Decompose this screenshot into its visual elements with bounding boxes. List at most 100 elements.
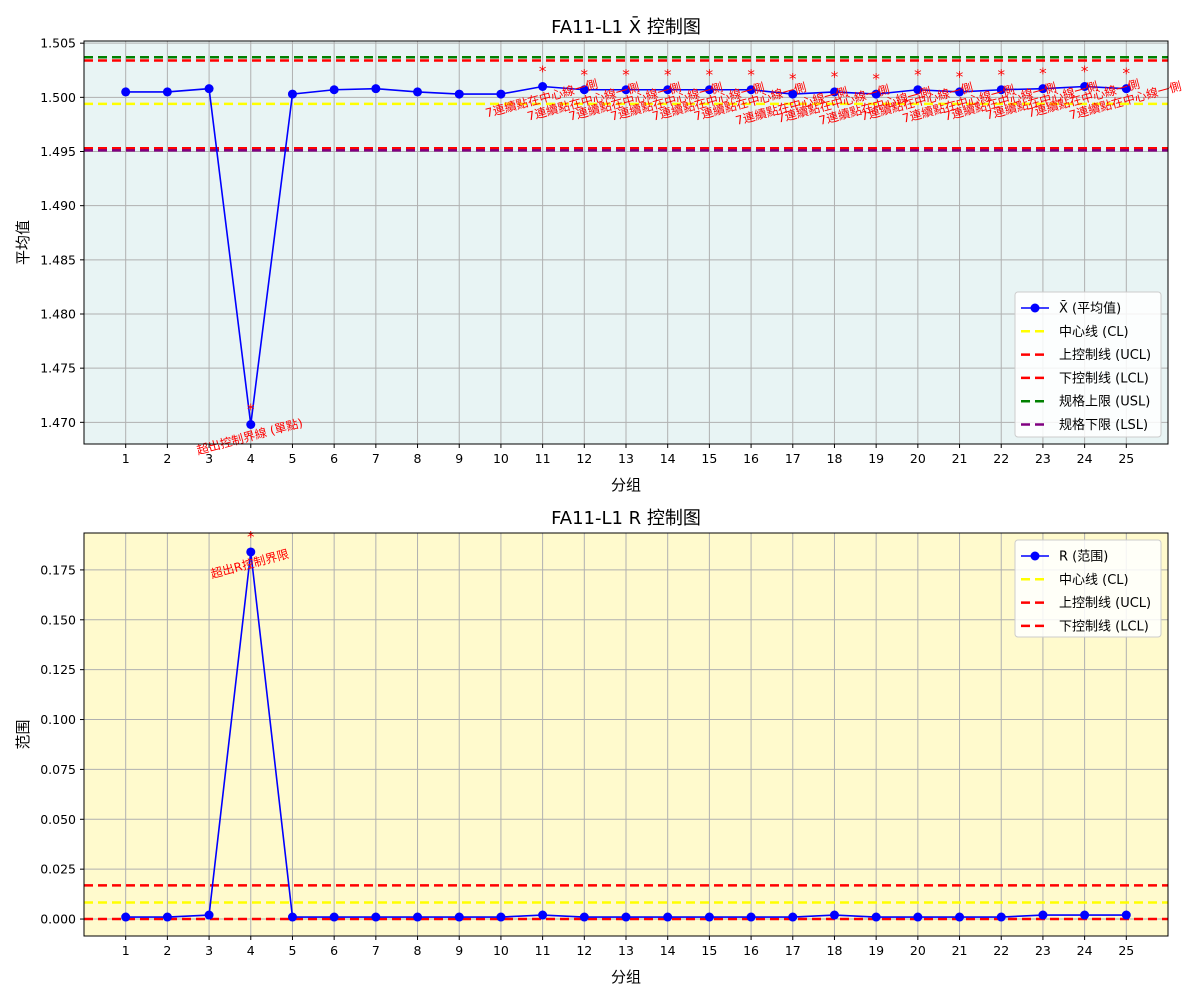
data-point [579,912,589,922]
x-tick-label: 4 [247,451,255,466]
x-tick-label: 4 [247,943,255,958]
data-point [663,912,673,922]
x-tick-label: 23 [1035,943,1051,958]
x-tick-label: 2 [163,451,171,466]
y-axis-label: 平均值 [14,220,32,265]
x-tick-label: 24 [1077,943,1093,958]
data-point [496,912,506,922]
x-tick-label: 19 [868,451,884,466]
x-tick-label: 17 [785,943,801,958]
x-tick-label: 23 [1035,451,1051,466]
annotation-marker: * [1123,65,1131,83]
annotation-marker: * [997,66,1005,84]
x-tick-label: 18 [827,943,843,958]
y-tick-label: 1.500 [40,90,76,105]
annotation-marker: * [581,66,589,84]
x-tick-label: 24 [1077,451,1093,466]
data-point [955,87,965,97]
annotation-marker: * [831,68,839,86]
x-tick-label: 21 [952,943,968,958]
data-point [621,912,631,922]
y-tick-label: 0.025 [40,862,76,877]
x-tick-label: 14 [660,943,676,958]
legend-label: 下控制线 (LCL) [1059,371,1149,386]
y-tick-label: 0.100 [40,712,76,727]
annotation-marker: * [706,66,714,84]
annotation-marker: * [539,63,547,81]
data-point [413,87,423,97]
x-tick-label: 10 [493,451,509,466]
x-tick-label: 15 [701,451,717,466]
data-point [579,85,589,95]
x-tick-label: 16 [743,451,759,466]
data-point [204,910,214,920]
grid-lines [84,533,1168,936]
data-point [371,912,381,922]
data-point [287,912,297,922]
x-tick-label: 22 [993,451,1009,466]
data-point [913,912,923,922]
data-point [121,87,131,97]
legend: R (范围) 中心线 (CL) 上控制线 (UCL) 下控制线 (LCL) [1014,539,1162,638]
data-point [1121,910,1131,920]
data-point [413,912,423,922]
x-tick-label: 11 [535,943,551,958]
data-point [204,84,214,94]
legend-box [1014,291,1162,438]
data-point [371,84,381,94]
data-point [663,85,673,95]
legend-label: R (范围) [1059,550,1108,565]
data-point [996,85,1006,95]
x-tick-label: 5 [288,451,296,466]
y-tick-label: 1.480 [40,307,76,322]
y-tick-label: 0.000 [40,912,76,927]
legend-label: 规格上限 (USL) [1059,394,1150,410]
data-point [246,420,256,429]
x-tick-label: 7 [372,943,380,958]
legend-label: 规格下限 (LSL) [1059,417,1148,433]
legend-label: 中心线 (CL) [1059,325,1129,340]
y-tick-label: 1.505 [40,36,76,51]
y-tick-label: 0.050 [40,812,76,827]
x-tick-label: 12 [576,943,592,958]
annotation-marker: * [247,401,255,419]
y-tick-label: 1.495 [40,144,76,159]
legend-label: 下控制线 (LCL) [1059,619,1149,634]
data-point [538,82,548,91]
annotation-marker: * [914,66,922,84]
annotation-marker: * [247,528,255,546]
x-tick-label: 18 [827,451,843,466]
y-tick-label: 1.470 [40,415,76,430]
x-tick-label: 6 [330,451,338,466]
x-tick-label: 19 [868,943,884,958]
y-tick-label: 0.150 [40,612,76,627]
x-tick-label: 13 [618,943,634,958]
data-point [788,89,798,99]
legend-swatch-marker [1030,551,1040,561]
chart-panel-1: *超出控制界線 (單點)*7連續點在中心線一側*7連續點在中心線一側*7連續點在… [14,16,1183,494]
x-tick-label: 21 [952,451,968,466]
data-point [829,910,839,920]
y-tick-label: 1.475 [40,361,76,376]
data-point [871,89,881,99]
x-tick-label: 3 [205,943,213,958]
x-axis-label: 分组 [611,476,641,494]
y-axis-label: 范围 [14,719,32,749]
y-tick-label: 1.490 [40,198,76,213]
annotation-marker: * [1039,65,1047,83]
annotation-marker: * [872,70,880,88]
data-point [329,912,339,922]
annotation-marker: * [622,66,630,84]
data-point [454,89,464,99]
x-tick-label: 3 [205,451,213,466]
data-point [287,89,297,99]
x-tick-label: 13 [618,451,634,466]
legend: X̄ (平均值) 中心线 (CL) 上控制线 (UCL) 下控制线 (LCL) 规格上限… [1014,291,1162,438]
legend-label: 中心线 (CL) [1059,573,1129,588]
data-point [496,89,506,99]
data-point [788,912,798,922]
annotation-marker: * [1081,63,1089,81]
data-point [746,912,756,922]
data-point [1080,910,1090,920]
